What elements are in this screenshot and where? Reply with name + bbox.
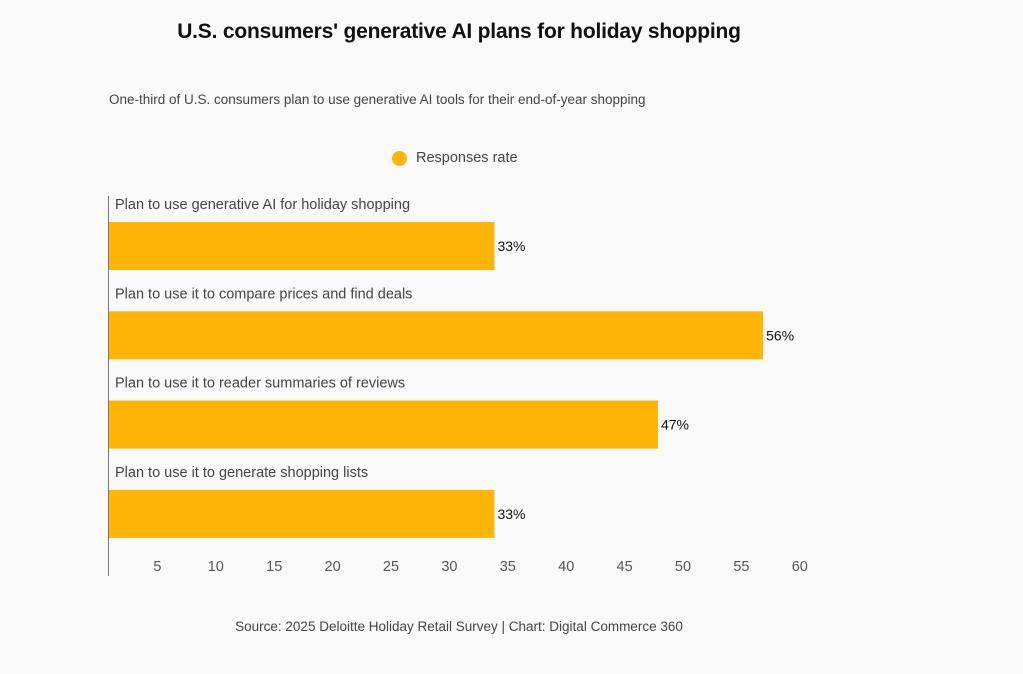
x-tick-label: 55 xyxy=(733,559,749,575)
category-label: Plan to use it to reader summaries of re… xyxy=(115,376,405,392)
category-label: Plan to use it to generate shopping list… xyxy=(115,465,368,481)
x-tick-label: 15 xyxy=(266,559,282,575)
legend: Responses rate xyxy=(392,150,518,166)
bar xyxy=(109,222,495,270)
x-tick-label: 50 xyxy=(675,559,691,575)
category-label: Plan to use it to compare prices and fin… xyxy=(115,286,412,302)
data-label: 33% xyxy=(497,238,525,254)
category-label: Plan to use generative AI for holiday sh… xyxy=(115,197,410,213)
bar xyxy=(109,489,495,538)
legend-label: Responses rate xyxy=(416,150,518,166)
chart-source: Source: 2025 Deloitte Holiday Retail Sur… xyxy=(235,619,683,634)
x-tick-label: 35 xyxy=(500,559,516,575)
data-label: 47% xyxy=(661,417,689,433)
data-label: 33% xyxy=(497,506,525,522)
x-tick-label: 25 xyxy=(383,559,399,575)
x-tick-label: 30 xyxy=(441,559,457,575)
bar xyxy=(109,311,764,360)
data-label: 56% xyxy=(766,327,794,343)
legend-dot-icon xyxy=(392,150,407,166)
x-tick-label: 60 xyxy=(792,559,808,575)
chart-title: U.S. consumers' generative AI plans for … xyxy=(177,20,741,43)
x-tick-label: 5 xyxy=(153,559,161,575)
x-tick-label: 10 xyxy=(208,559,224,575)
x-tick-label: 20 xyxy=(325,559,341,575)
chart-subtitle: One-third of U.S. consumers plan to use … xyxy=(109,92,646,107)
x-tick-label: 45 xyxy=(617,559,633,575)
x-tick-label: 40 xyxy=(558,559,574,575)
bar xyxy=(109,400,658,449)
